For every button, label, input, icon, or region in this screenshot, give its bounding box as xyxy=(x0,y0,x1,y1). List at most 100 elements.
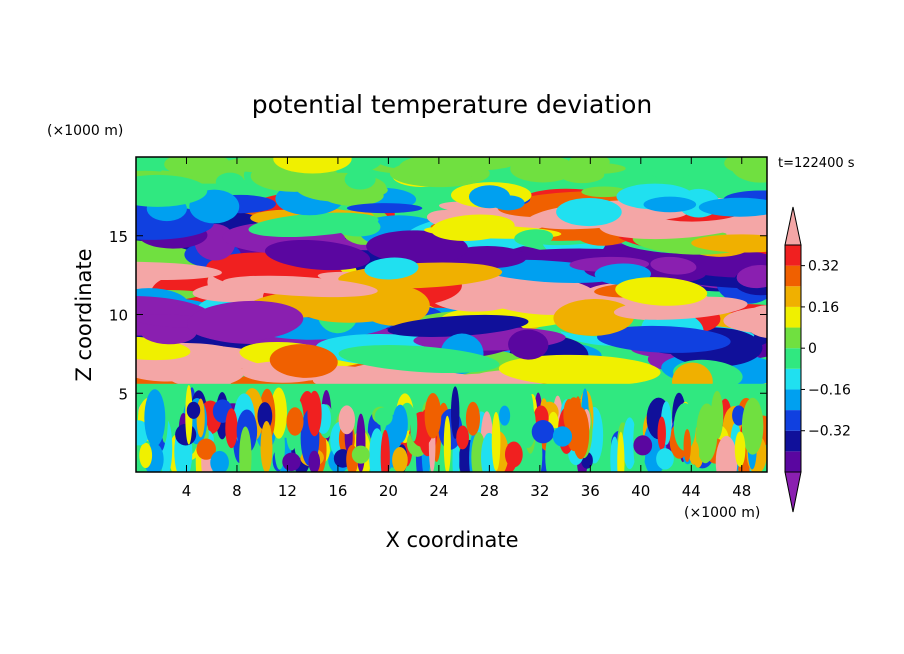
field-cell xyxy=(615,277,708,306)
colorbar-segment xyxy=(785,348,801,369)
field-cell xyxy=(338,405,356,435)
field-cell xyxy=(643,196,697,213)
field-cell xyxy=(650,256,697,275)
field-cell xyxy=(222,275,378,298)
y-tick-label: 15 xyxy=(109,228,128,246)
colorbar-segment xyxy=(785,430,801,452)
field-cell xyxy=(364,257,419,280)
x-tick-label: 40 xyxy=(631,482,650,500)
field-cell xyxy=(366,230,469,265)
field-cell xyxy=(610,436,620,472)
field-cell xyxy=(431,214,515,241)
y-axis-label: Z coordinate xyxy=(72,248,96,381)
field-cell xyxy=(136,174,208,207)
time-label: t=122400 s xyxy=(778,156,855,171)
x-tick-label: 36 xyxy=(581,482,600,500)
field-cell xyxy=(468,185,511,209)
field-cell xyxy=(504,441,523,468)
field-cell xyxy=(617,431,625,472)
plot-area xyxy=(136,157,767,472)
field-cell xyxy=(553,299,635,336)
colorbar-segment xyxy=(785,451,801,472)
field-cell xyxy=(597,325,731,353)
field-cell xyxy=(139,442,153,469)
y-unit-label: (×1000 m) xyxy=(47,123,123,139)
field-cell xyxy=(351,445,370,464)
field-cell xyxy=(730,157,767,183)
y-tick-label: 5 xyxy=(118,385,128,403)
field-cell xyxy=(622,417,637,470)
x-unit-label: (×1000 m) xyxy=(684,505,760,521)
colorbar-segment xyxy=(785,389,801,411)
field-cell xyxy=(338,345,500,374)
field-cell xyxy=(508,329,549,360)
field-cell xyxy=(568,157,610,171)
field-cell xyxy=(683,429,691,463)
field-cell xyxy=(239,426,252,472)
field-cell xyxy=(374,407,393,426)
field-cell xyxy=(657,416,666,451)
field-cell xyxy=(392,447,408,472)
colorbar-frame xyxy=(784,244,802,473)
field-cell xyxy=(450,386,460,439)
field-cell xyxy=(398,157,483,181)
field-cell xyxy=(264,239,371,271)
x-tick-label: 32 xyxy=(530,482,549,500)
field-cell xyxy=(691,234,767,253)
field-cell xyxy=(187,300,304,342)
field-cell xyxy=(741,397,764,455)
field-cell xyxy=(346,203,423,214)
x-tick-label: 24 xyxy=(429,482,448,500)
field-cell xyxy=(498,354,661,387)
x-tick-label: 12 xyxy=(278,482,297,500)
x-tick-label: 48 xyxy=(732,482,751,500)
field-cell xyxy=(715,435,738,472)
field-cell xyxy=(269,344,338,378)
x-axis: 4 8 12 16 20 24 28 32 36 40 44 48 xyxy=(182,157,751,500)
colorbar-segment xyxy=(785,306,801,328)
field-cell xyxy=(410,407,418,442)
field-cell xyxy=(736,264,767,289)
field-cell xyxy=(248,212,379,238)
field-cell xyxy=(616,402,629,423)
y-axis: 5 10 15 xyxy=(109,228,767,403)
field-cell xyxy=(344,169,376,190)
field-cell xyxy=(136,362,199,382)
colorbar-tick-label: 0 xyxy=(808,341,817,357)
field-cell xyxy=(273,157,352,174)
field-cell xyxy=(387,314,529,337)
field-cell xyxy=(734,431,746,467)
field-cell xyxy=(144,389,166,447)
field-cell xyxy=(225,408,238,449)
field-cell xyxy=(688,440,700,465)
colorbar-tick-label: −0.16 xyxy=(808,382,851,398)
field-cell xyxy=(443,415,451,472)
field-cell xyxy=(698,197,767,217)
field-cell xyxy=(186,401,201,419)
x-tick-label: 44 xyxy=(682,482,701,500)
field-cell xyxy=(210,450,229,472)
field-cell xyxy=(465,401,481,436)
field-cell xyxy=(136,261,222,281)
colorbar-tick-label: 0.16 xyxy=(808,300,839,316)
colorbar-tick-label: −0.32 xyxy=(808,424,851,440)
field-cell xyxy=(552,426,573,447)
field-cell xyxy=(648,157,704,181)
field-cell xyxy=(196,438,216,460)
x-tick-label: 20 xyxy=(379,482,398,500)
colorbar-segment xyxy=(785,245,801,266)
field-cell xyxy=(696,410,715,464)
field-cell xyxy=(307,390,322,437)
field-cell xyxy=(424,392,442,439)
field-cell xyxy=(723,306,767,334)
field-cell xyxy=(286,407,304,436)
field-cell xyxy=(260,421,273,472)
field-cell xyxy=(572,407,590,460)
colorbar-max-arrow xyxy=(784,206,802,246)
colorbar-min-arrow xyxy=(784,471,802,513)
x-tick-label: 8 xyxy=(232,482,242,500)
x-tick-label: 28 xyxy=(480,482,499,500)
field-cell xyxy=(456,425,469,450)
field-cell xyxy=(531,420,555,444)
